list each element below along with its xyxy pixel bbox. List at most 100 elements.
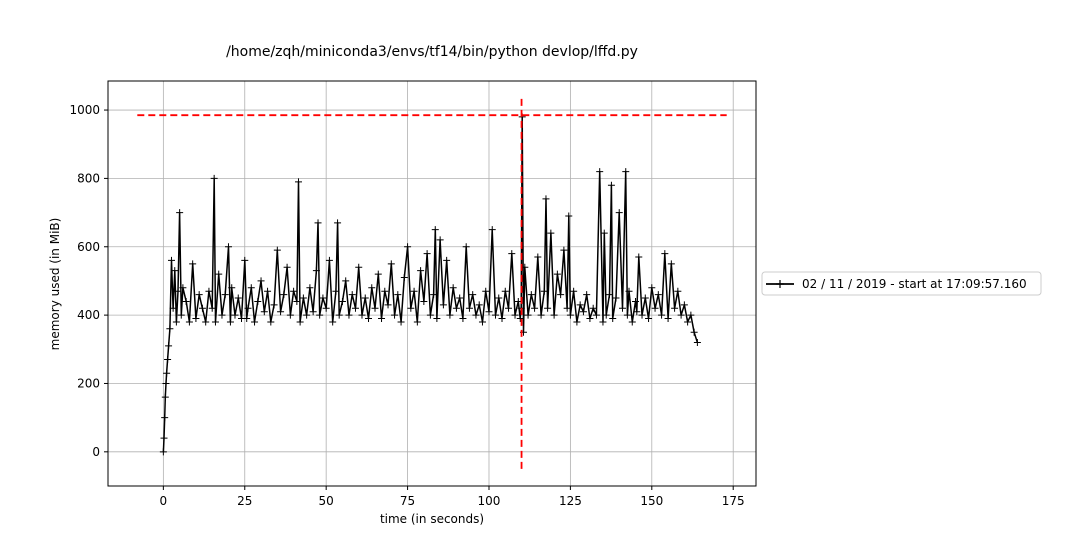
data-point <box>319 294 327 302</box>
data-point <box>378 315 386 323</box>
data-point <box>210 174 218 182</box>
data-point <box>485 308 493 316</box>
data-point <box>381 287 389 295</box>
data-point <box>433 315 441 323</box>
data-point <box>345 311 353 319</box>
data-point <box>491 311 499 319</box>
data-point <box>267 318 275 326</box>
data-point <box>397 318 405 326</box>
data-point <box>169 304 177 312</box>
data-point <box>234 294 242 302</box>
data-point <box>635 253 643 261</box>
data-point <box>417 267 425 275</box>
data-point <box>527 291 535 299</box>
data-point <box>160 434 168 442</box>
data-point <box>243 315 251 323</box>
data-point <box>182 297 190 305</box>
data-point <box>165 342 173 350</box>
data-point <box>365 315 373 323</box>
data-point <box>208 304 216 312</box>
plot-area <box>108 81 757 487</box>
x-tick-label: 100 <box>478 494 501 508</box>
data-point <box>521 263 529 271</box>
x-tick-label: 175 <box>722 494 745 508</box>
data-point <box>667 260 675 268</box>
data-point <box>338 297 346 305</box>
data-point <box>404 243 412 251</box>
data-point <box>478 318 486 326</box>
data-point <box>469 291 477 299</box>
data-point <box>674 287 682 295</box>
data-point <box>605 291 613 299</box>
data-point <box>472 311 480 319</box>
data-point <box>202 318 210 326</box>
data-point <box>553 270 561 278</box>
data-point <box>161 393 169 401</box>
data-point <box>615 209 623 217</box>
chart-title: /home/zqh/miniconda3/envs/tf14/bin/pytho… <box>226 44 638 60</box>
data-point <box>633 308 641 316</box>
data-point <box>163 369 171 377</box>
data-point <box>654 291 662 299</box>
data-point <box>159 448 167 456</box>
data-point <box>514 297 522 305</box>
data-point <box>430 291 438 299</box>
data-point <box>547 229 555 237</box>
data-point <box>264 287 272 295</box>
data-point <box>342 277 350 285</box>
data-point <box>314 219 322 227</box>
data-point <box>247 284 255 292</box>
data-point <box>641 294 649 302</box>
data-point <box>566 311 574 319</box>
data-point <box>387 260 395 268</box>
y-axis-ticks: 0 200 400 600 800 1000 <box>69 103 108 459</box>
data-point <box>623 311 631 319</box>
data-point <box>303 311 311 319</box>
data-point <box>501 287 509 295</box>
data-point <box>244 304 252 312</box>
data-point <box>589 304 597 312</box>
data-point <box>410 287 418 295</box>
data-point <box>495 294 503 302</box>
data-point <box>312 267 320 275</box>
data-layer <box>159 113 701 456</box>
data-point <box>167 256 175 264</box>
data-point <box>294 178 302 186</box>
data-point <box>413 318 421 326</box>
data-point <box>189 260 197 268</box>
data-point <box>570 287 578 295</box>
data-point <box>482 287 490 295</box>
data-point <box>609 315 617 323</box>
data-point <box>290 287 298 295</box>
data-point <box>602 311 610 319</box>
data-point <box>260 308 268 316</box>
legend: 02 / 11 / 2019 - start at 17:09:57.160 <box>761 271 1042 296</box>
data-point <box>299 294 307 302</box>
data-point <box>475 301 483 309</box>
data-point <box>211 318 219 326</box>
data-point <box>671 304 679 312</box>
data-point <box>680 301 688 309</box>
y-tick-label: 1000 <box>69 103 100 117</box>
data-point <box>277 308 285 316</box>
data-point <box>465 304 473 312</box>
data-point <box>452 304 460 312</box>
data-point <box>283 263 291 271</box>
x-tick-label: 50 <box>319 494 334 508</box>
data-point <box>573 318 581 326</box>
data-point <box>645 315 653 323</box>
data-point <box>516 315 524 323</box>
data-point <box>508 250 516 258</box>
data-point <box>622 168 630 176</box>
data-point <box>332 287 340 295</box>
data-point <box>215 270 223 278</box>
data-point <box>550 311 558 319</box>
data-point <box>628 318 636 326</box>
data-point <box>459 315 467 323</box>
data-point <box>443 256 451 264</box>
data-point <box>488 226 496 234</box>
data-point <box>273 246 281 254</box>
data-point <box>270 301 278 309</box>
data-point <box>286 311 294 319</box>
data-point <box>524 311 532 319</box>
